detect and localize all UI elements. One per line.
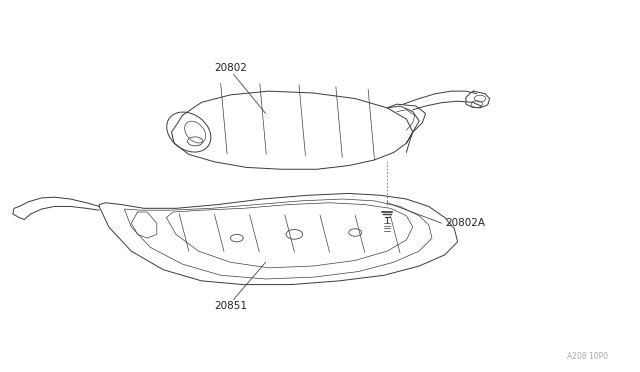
Text: A208 10P0: A208 10P0 <box>567 352 608 361</box>
Text: 20851: 20851 <box>214 301 247 311</box>
Text: 20802: 20802 <box>214 62 247 73</box>
Text: 20802A: 20802A <box>445 218 485 228</box>
